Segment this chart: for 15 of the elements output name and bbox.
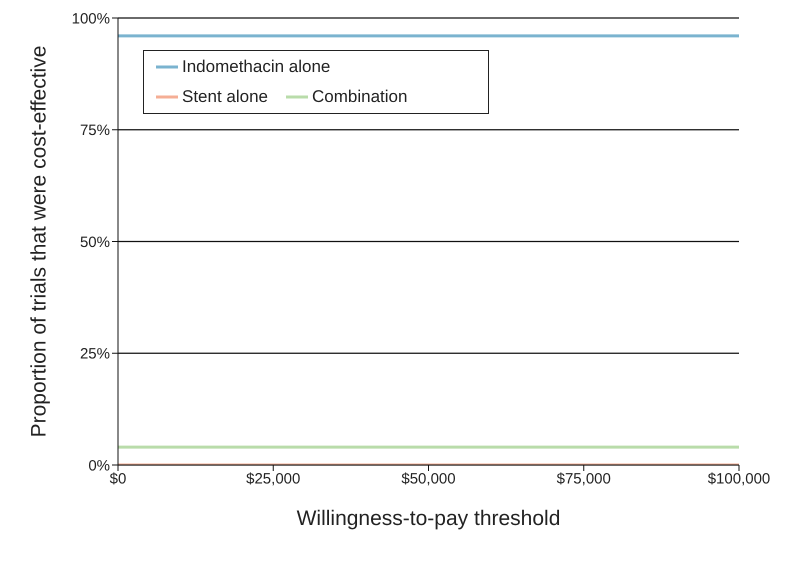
- x-tick-label: $0: [110, 470, 126, 488]
- y-tick-label: 25%: [80, 346, 110, 363]
- x-tick-label: $25,000: [246, 470, 300, 488]
- y-axis-title: Proportion of trials that were cost-effective: [27, 46, 50, 438]
- x-tick-label: $50,000: [401, 470, 456, 488]
- y-tick-label: 75%: [80, 122, 110, 140]
- x-tick-label: $75,000: [556, 470, 611, 488]
- x-tick-label: $100,000: [708, 470, 770, 488]
- y-tick-label: 0%: [88, 457, 110, 474]
- legend-label: Combination: [311, 87, 408, 107]
- y-tick-label: 100%: [72, 10, 110, 28]
- legend-label: Indomethacin alone: [181, 57, 330, 77]
- legend-label: Stent alone: [181, 87, 268, 107]
- x-axis-title: Willingness-to-pay threshold: [296, 507, 560, 530]
- y-tick-label: 50%: [80, 234, 110, 251]
